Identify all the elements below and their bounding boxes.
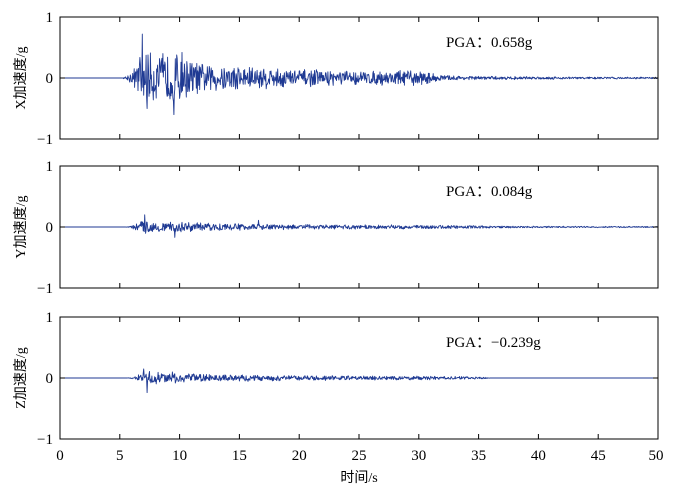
y-tick-z-bottom: −1: [37, 432, 53, 448]
y-tick-y-zero: 0: [46, 220, 54, 236]
x-tick-label: 50: [649, 448, 664, 464]
x-axis-label: 时间/s: [340, 470, 377, 486]
x-tick-label: 20: [292, 448, 307, 464]
waveform-trace-z: [60, 368, 658, 394]
y-tick-x-top: 1: [46, 10, 54, 26]
x-tick-label: 35: [471, 448, 486, 464]
x-tick-label: 45: [591, 448, 606, 464]
x-axis: 0 5 10 15 20 25 30 35 40 45 50 时间/s: [56, 448, 663, 486]
y-tick-x-bottom: −1: [37, 132, 53, 148]
y-axis-label-y: Y加速度/g: [13, 196, 29, 259]
series-y: [60, 214, 659, 238]
y-tick-y-bottom: −1: [37, 281, 53, 297]
x-tick-label: 0: [56, 448, 64, 464]
pga-annotation-z: PGA：−0.239g: [446, 335, 541, 351]
pga-annotation-x: PGA：0.658g: [446, 35, 533, 51]
waveform-trace-y: [60, 214, 659, 238]
y-tick-y-top: 1: [46, 159, 54, 175]
series-z: [60, 368, 658, 394]
y-tick-z-top: 1: [46, 310, 54, 326]
panel-z: 1 0 −1 Z加速度/g PGA：−0.239g: [13, 310, 659, 448]
tick-marks-y: [59, 165, 659, 289]
tick-marks-z: [59, 316, 659, 440]
series-x: [60, 33, 659, 116]
y-axis-label-z: Z加速度/g: [13, 347, 29, 408]
tick-marks-x: [59, 16, 659, 140]
x-tick-label: 25: [352, 448, 367, 464]
y-axis-label-x: X加速度/g: [13, 47, 29, 110]
panel-y: 1 0 −1 Y加速度/g PGA：0.084g: [13, 159, 659, 297]
waveform-trace-x: [60, 33, 659, 116]
pga-annotation-y: PGA：0.084g: [446, 184, 533, 200]
y-tick-x-zero: 0: [46, 71, 54, 87]
x-tick-label: 5: [116, 448, 124, 464]
x-tick-label: 10: [172, 448, 187, 464]
x-tick-label: 30: [411, 448, 426, 464]
panel-x: 1 0 −1 X加速度/g PGA：0.658g: [13, 10, 659, 148]
x-tick-label: 15: [232, 448, 247, 464]
x-tick-label: 40: [531, 448, 546, 464]
y-tick-z-zero: 0: [46, 371, 54, 387]
